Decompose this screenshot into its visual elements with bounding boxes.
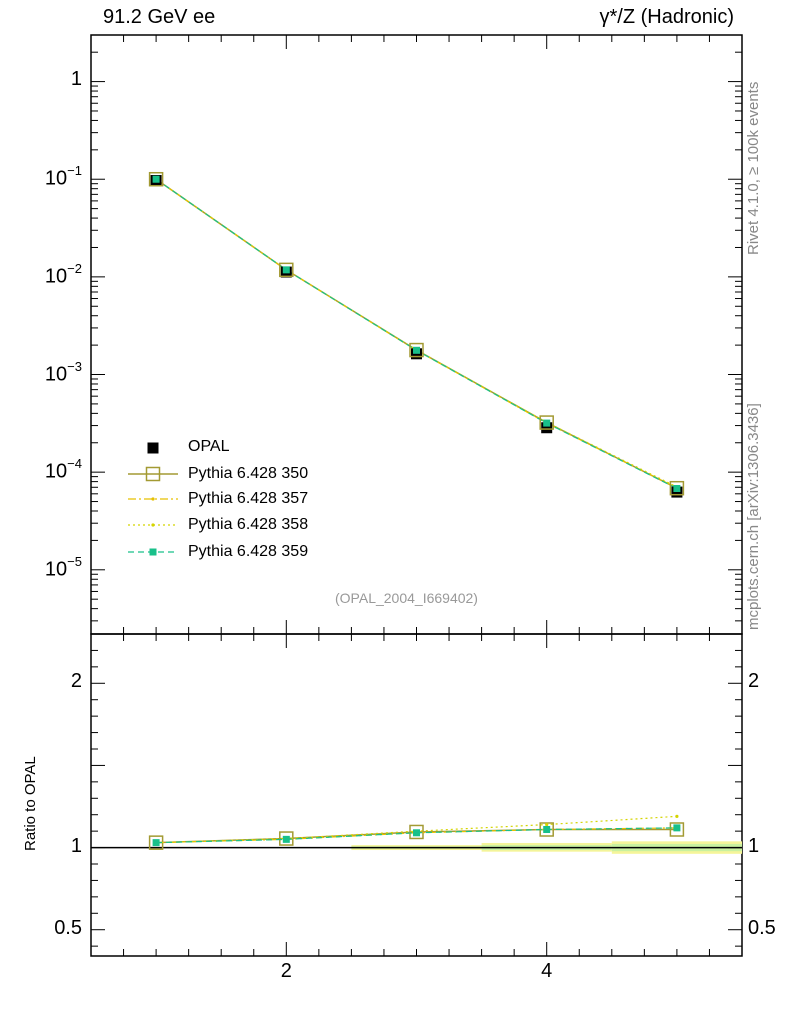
mc-point (409, 342, 424, 358)
main-series-line (155, 178, 678, 489)
legend-marker (145, 466, 161, 482)
ratio-ytick-label-right: 0.5 (748, 916, 776, 939)
main-ytick-label: 10−5 (22, 553, 82, 582)
opal-data-point (671, 486, 683, 498)
process-label: γ*/Z (Hadronic) (599, 6, 734, 28)
ratio-point (545, 822, 549, 827)
main-series-line (155, 178, 678, 489)
legend-label-358: Pythia 6.428 358 (188, 516, 309, 533)
ytick-exponent: −1 (67, 163, 82, 179)
rivet-version-label: Rivet 4.1.0, ≥ 100k events (745, 81, 762, 255)
xtick-label: 2 (280, 960, 292, 982)
mc-point (413, 346, 420, 354)
ratio-point (673, 824, 681, 832)
legend-markers (128, 442, 178, 556)
mc-point (282, 266, 290, 274)
main-ytick-label: 10−3 (22, 358, 82, 387)
ratio-point (282, 835, 290, 843)
process-energy-label: 91.2 GeV ee (103, 6, 216, 28)
xtick-label: 4 (541, 960, 553, 982)
main-series-line (155, 178, 678, 488)
ratio-ytick-label-right: 1 (748, 834, 760, 857)
ytick-base: 10 (44, 460, 68, 483)
legend-marker (149, 548, 157, 556)
ratio-point (669, 822, 685, 837)
ratio-ytick-label-left: 1 (70, 834, 82, 857)
mc-point (279, 262, 294, 278)
main-series-line (155, 178, 678, 490)
mc-point (148, 171, 164, 187)
mc-point (152, 175, 160, 183)
legend-label-357: Pythia 6.428 357 (188, 490, 309, 507)
ratio-point (675, 814, 679, 818)
ratio-plot-frame (90, 633, 743, 957)
ytick-exponent: −3 (67, 358, 82, 374)
ratio-point (543, 826, 551, 833)
ratio-point (152, 839, 160, 847)
ytick-exponent: −2 (67, 260, 82, 276)
ytick-exponent: −4 (67, 456, 82, 472)
ratio-ytick-label-left: 2 (70, 670, 82, 693)
analysis-tag: (OPAL_2004_I669402) (335, 590, 478, 606)
mc-point (543, 419, 551, 427)
mcplots-reference-label: mcplots.cern.ch [arXiv:1306.3436] (745, 403, 762, 630)
ytick-base: 10 (44, 363, 68, 386)
mc-point (539, 415, 554, 430)
ytick-base: 10 (44, 265, 68, 288)
ratio-ytick-label-right: 2 (748, 670, 760, 693)
ratio-point (413, 829, 420, 837)
ytick-base: 1 (70, 67, 82, 90)
legend-marker-opal (147, 442, 159, 454)
legend-marker (151, 497, 155, 501)
legend-label-359: Pythia 6.428 359 (188, 543, 309, 560)
legend-marker (151, 523, 155, 527)
opal-data-point (541, 422, 553, 434)
ratio-point (409, 824, 424, 840)
ratio-ytick-label-left: 0.5 (54, 916, 82, 939)
ytick-base: 10 (44, 558, 68, 581)
mc-point (673, 485, 681, 493)
series-layer (148, 171, 685, 850)
legend-label-opal: OPAL (188, 438, 230, 455)
mc-point (669, 480, 685, 496)
main-ytick-label: 10−2 (22, 260, 82, 289)
ytick-exponent: −5 (67, 553, 82, 569)
main-ytick-label: 1 (22, 68, 82, 91)
main-ytick-label: 10−1 (22, 163, 82, 191)
legend-label-350: Pythia 6.428 350 (188, 465, 309, 482)
main-ytick-label: 10−4 (22, 456, 82, 484)
ytick-base: 10 (44, 167, 68, 190)
axis-ticks (90, 34, 743, 956)
